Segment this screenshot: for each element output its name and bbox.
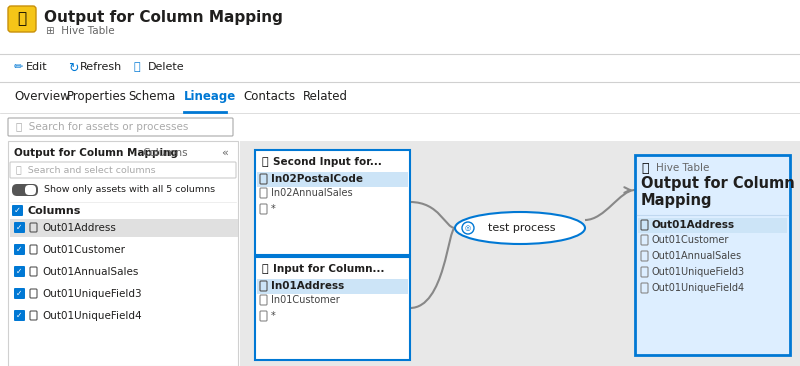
Text: test process: test process xyxy=(488,223,556,233)
Text: ✓: ✓ xyxy=(16,223,22,232)
Text: Out01Address: Out01Address xyxy=(652,220,735,231)
Text: ⊞  Hive Table: ⊞ Hive Table xyxy=(46,26,114,36)
Text: ✏: ✏ xyxy=(14,62,23,72)
Text: ◎: ◎ xyxy=(465,225,471,231)
Text: Contacts: Contacts xyxy=(243,90,295,103)
Text: Out01UniqueField3: Out01UniqueField3 xyxy=(652,267,745,277)
Text: Columns: Columns xyxy=(28,206,82,216)
Text: ✓: ✓ xyxy=(14,206,21,215)
Bar xyxy=(635,155,790,355)
Bar xyxy=(240,141,800,366)
FancyBboxPatch shape xyxy=(12,205,23,216)
Text: 🐝: 🐝 xyxy=(261,264,268,274)
FancyBboxPatch shape xyxy=(25,185,36,195)
Bar xyxy=(257,279,408,294)
Text: In01Customer: In01Customer xyxy=(271,295,340,305)
Text: 🗑: 🗑 xyxy=(134,62,141,72)
Text: 🔽  Search and select columns: 🔽 Search and select columns xyxy=(16,165,156,175)
Text: 🐝: 🐝 xyxy=(261,157,268,167)
Text: Schema: Schema xyxy=(128,90,175,103)
Text: Out01UniqueField3: Out01UniqueField3 xyxy=(42,289,142,299)
Text: In02AnnualSales: In02AnnualSales xyxy=(271,188,353,198)
Text: ✓: ✓ xyxy=(16,311,22,320)
Text: Columns: Columns xyxy=(142,148,188,158)
Text: 🔍  Search for assets or processes: 🔍 Search for assets or processes xyxy=(16,122,188,132)
FancyBboxPatch shape xyxy=(14,310,25,321)
Text: ✓: ✓ xyxy=(16,245,22,254)
Bar xyxy=(255,150,410,255)
Bar xyxy=(0,0,800,55)
Text: Out01UniqueField4: Out01UniqueField4 xyxy=(652,283,745,293)
Text: Delete: Delete xyxy=(148,62,185,72)
Ellipse shape xyxy=(455,212,585,244)
Text: Out01AnnualSales: Out01AnnualSales xyxy=(42,267,138,277)
FancyBboxPatch shape xyxy=(14,266,25,277)
Text: In01Address: In01Address xyxy=(271,281,344,291)
Text: ✓: ✓ xyxy=(16,289,22,298)
Text: Second Input for...: Second Input for... xyxy=(273,157,382,167)
Text: Input for Column...: Input for Column... xyxy=(273,264,385,274)
Text: 🐝: 🐝 xyxy=(18,11,26,26)
Bar xyxy=(10,219,238,237)
FancyBboxPatch shape xyxy=(14,244,25,255)
FancyBboxPatch shape xyxy=(14,288,25,299)
Text: Out01Address: Out01Address xyxy=(42,223,116,233)
Text: *: * xyxy=(271,204,276,214)
Text: Output for Column Mapping: Output for Column Mapping xyxy=(14,148,178,158)
Text: Overview: Overview xyxy=(14,90,70,103)
Text: In02PostalCode: In02PostalCode xyxy=(271,174,363,184)
Bar xyxy=(8,141,238,366)
Text: Out01Customer: Out01Customer xyxy=(42,245,125,255)
FancyBboxPatch shape xyxy=(10,162,236,178)
Bar xyxy=(257,172,408,187)
Bar xyxy=(255,257,410,360)
Text: «: « xyxy=(221,148,228,158)
Text: 🐝: 🐝 xyxy=(641,162,649,175)
Text: Related: Related xyxy=(303,90,348,103)
Ellipse shape xyxy=(462,222,474,234)
Text: Out01Customer: Out01Customer xyxy=(652,235,730,245)
Text: ↻: ↻ xyxy=(68,62,78,75)
Text: Output for Column Mapping: Output for Column Mapping xyxy=(44,10,283,25)
Text: Refresh: Refresh xyxy=(80,62,122,72)
FancyBboxPatch shape xyxy=(8,6,36,32)
Text: Show only assets with all 5 columns: Show only assets with all 5 columns xyxy=(44,186,215,194)
FancyBboxPatch shape xyxy=(14,222,25,233)
Bar xyxy=(638,218,787,233)
Text: Lineage: Lineage xyxy=(184,90,236,103)
Text: Edit: Edit xyxy=(26,62,48,72)
FancyBboxPatch shape xyxy=(8,118,233,136)
Text: Out01UniqueField4: Out01UniqueField4 xyxy=(42,311,142,321)
Text: Properties: Properties xyxy=(67,90,127,103)
Text: *: * xyxy=(271,311,276,321)
FancyBboxPatch shape xyxy=(12,184,38,196)
Text: Out01AnnualSales: Out01AnnualSales xyxy=(652,251,742,261)
Text: ✓: ✓ xyxy=(16,267,22,276)
Text: Hive Table: Hive Table xyxy=(656,163,710,173)
Text: Output for Column
Mapping: Output for Column Mapping xyxy=(641,176,794,208)
